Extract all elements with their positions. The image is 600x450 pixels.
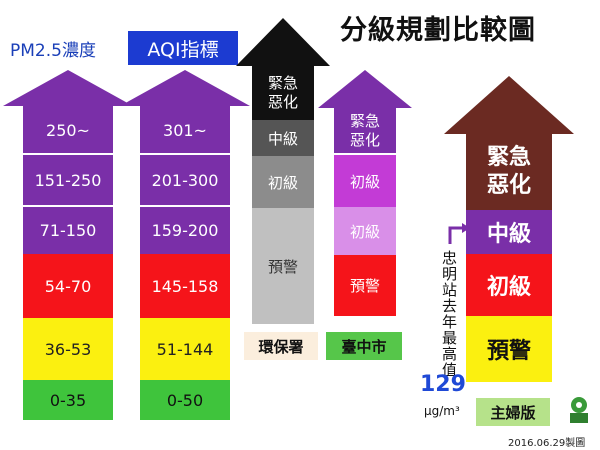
pm25-level-red: 54-70 <box>23 254 113 318</box>
aqi-level-red: 145-158 <box>140 254 230 318</box>
epa-level-warning: 預警 <box>252 208 314 324</box>
mom-level-warning: 預警 <box>466 316 552 382</box>
pm25-level-severe: 151-250 <box>23 155 113 205</box>
pm25-divider <box>23 153 113 155</box>
taichung-column: 緊急惡化 初級 初級 預警 <box>334 108 396 316</box>
epa-level-emergency: 緊急惡化 <box>252 66 314 120</box>
pm25-arrow-head <box>3 70 133 112</box>
epa-level-mid: 中級 <box>252 120 314 156</box>
pointer-bracket-icon <box>448 223 470 244</box>
taichung-level-warning: 預警 <box>334 255 396 316</box>
aqi-level-emergency: 301~ <box>140 108 230 153</box>
taichung-label: 臺中市 <box>326 332 402 360</box>
pm25-level-green: 0-35 <box>23 380 113 420</box>
aqi-level-yellow: 51-144 <box>140 318 230 380</box>
logo-icon <box>570 397 588 423</box>
epa-label: 環保署 <box>244 332 318 360</box>
taichung-level-initial-light: 初級 <box>334 207 396 255</box>
note-text: 忠明站去年最高值 <box>440 250 458 378</box>
max-value: 129 <box>420 372 466 397</box>
mom-level-mid: 中級 <box>466 210 552 254</box>
mom-column: 緊急惡化 中級 初級 預警 <box>466 134 552 382</box>
taichung-level-initial: 初級 <box>334 155 396 207</box>
pm25-level-emergency: 250~ <box>23 108 113 153</box>
aqi-divider <box>140 205 230 207</box>
unit-label: μg/m³ <box>424 404 460 418</box>
aqi-level-moderate: 159-200 <box>140 207 230 254</box>
aqi-header: AQI指標 <box>128 31 238 65</box>
pm25-level-moderate: 71-150 <box>23 207 113 254</box>
date-label: 2016.06.29製圖 <box>508 438 586 449</box>
epa-level-initial: 初級 <box>252 156 314 208</box>
aqi-divider <box>140 153 230 155</box>
page-title: 分級規劃比較圖 <box>340 15 536 46</box>
epa-arrow-head <box>236 18 330 70</box>
mom-label: 主婦版 <box>476 398 550 426</box>
taichung-arrow-head <box>318 70 412 112</box>
aqi-column: 301~ 201-300 159-200 145-158 51-144 0-50 <box>140 108 230 420</box>
pm25-header: PM2.5濃度 <box>10 41 96 61</box>
mom-arrow-head <box>444 76 574 138</box>
aqi-arrow-head <box>120 70 250 112</box>
aqi-level-severe: 201-300 <box>140 155 230 205</box>
mom-level-emergency: 緊急惡化 <box>466 134 552 210</box>
pm25-column: 250~ 151-250 71-150 54-70 36-53 0-35 <box>23 108 113 420</box>
taichung-divider <box>334 153 396 155</box>
pm25-level-yellow: 36-53 <box>23 318 113 380</box>
aqi-level-green: 0-50 <box>140 380 230 420</box>
pm25-divider <box>23 205 113 207</box>
taichung-level-emergency: 緊急惡化 <box>334 108 396 153</box>
mom-level-initial: 初級 <box>466 254 552 316</box>
epa-column: 緊急惡化 中級 初級 預警 <box>252 66 314 324</box>
